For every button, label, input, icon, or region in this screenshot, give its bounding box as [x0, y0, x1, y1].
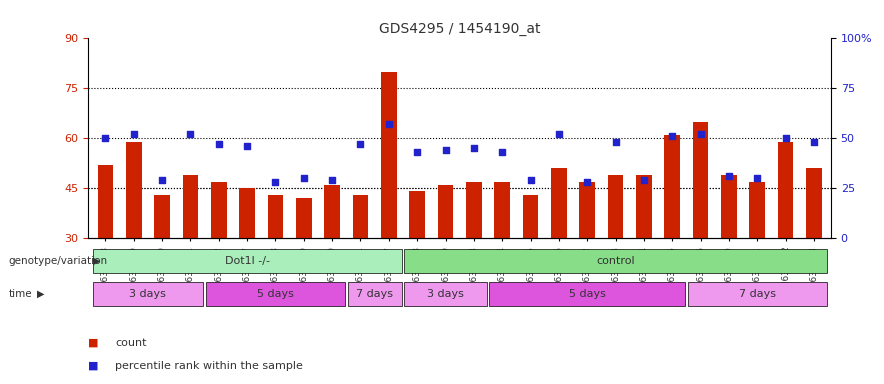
- Text: ■: ■: [88, 361, 99, 371]
- Point: [410, 149, 424, 155]
- Bar: [494, 182, 510, 238]
- Bar: [721, 175, 736, 238]
- Bar: [324, 185, 340, 238]
- Point: [779, 135, 793, 141]
- Point: [523, 177, 537, 183]
- Bar: [806, 168, 822, 238]
- Bar: [438, 185, 453, 238]
- Bar: [126, 142, 141, 238]
- Text: genotype/variation: genotype/variation: [9, 256, 108, 266]
- Point: [636, 177, 651, 183]
- FancyBboxPatch shape: [688, 282, 827, 306]
- Point: [751, 175, 765, 181]
- Point: [694, 131, 708, 137]
- Text: ■: ■: [88, 338, 99, 348]
- Text: 5 days: 5 days: [568, 289, 606, 299]
- Point: [580, 179, 594, 185]
- Point: [155, 177, 169, 183]
- Bar: [183, 175, 198, 238]
- Text: Dot1l -/-: Dot1l -/-: [225, 256, 270, 266]
- Bar: [636, 175, 652, 238]
- FancyBboxPatch shape: [93, 282, 203, 306]
- Bar: [522, 195, 538, 238]
- Bar: [665, 135, 680, 238]
- Bar: [240, 188, 255, 238]
- FancyBboxPatch shape: [347, 282, 401, 306]
- Text: 3 days: 3 days: [427, 289, 464, 299]
- Title: GDS4295 / 1454190_at: GDS4295 / 1454190_at: [379, 22, 540, 36]
- Point: [98, 135, 112, 141]
- Point: [495, 149, 509, 155]
- Bar: [466, 182, 482, 238]
- Bar: [750, 182, 765, 238]
- Bar: [551, 168, 567, 238]
- Bar: [409, 192, 425, 238]
- Bar: [211, 182, 226, 238]
- Bar: [97, 165, 113, 238]
- Point: [240, 143, 255, 149]
- Bar: [579, 182, 595, 238]
- Bar: [608, 175, 623, 238]
- Text: control: control: [596, 256, 635, 266]
- Point: [807, 139, 821, 145]
- Point: [297, 175, 311, 181]
- Bar: [296, 198, 311, 238]
- FancyBboxPatch shape: [206, 282, 345, 306]
- FancyBboxPatch shape: [93, 249, 401, 273]
- Bar: [693, 122, 708, 238]
- Bar: [155, 195, 170, 238]
- Text: 7 days: 7 days: [739, 289, 776, 299]
- Point: [354, 141, 368, 147]
- Text: 7 days: 7 days: [356, 289, 393, 299]
- Point: [438, 147, 453, 153]
- Point: [665, 133, 679, 139]
- Text: ▶: ▶: [37, 289, 44, 299]
- Bar: [778, 142, 794, 238]
- Text: percentile rank within the sample: percentile rank within the sample: [115, 361, 303, 371]
- Point: [183, 131, 197, 137]
- Bar: [353, 195, 369, 238]
- Point: [608, 139, 622, 145]
- Point: [552, 131, 566, 137]
- Point: [325, 177, 339, 183]
- Text: count: count: [115, 338, 147, 348]
- Text: ▶: ▶: [93, 256, 100, 266]
- Point: [126, 131, 141, 137]
- Point: [211, 141, 225, 147]
- FancyBboxPatch shape: [404, 282, 486, 306]
- Text: 5 days: 5 days: [257, 289, 293, 299]
- Point: [269, 179, 283, 185]
- Point: [722, 173, 736, 179]
- Bar: [268, 195, 283, 238]
- Point: [467, 145, 481, 151]
- Text: 3 days: 3 days: [129, 289, 166, 299]
- FancyBboxPatch shape: [490, 282, 685, 306]
- Bar: [381, 72, 397, 238]
- Point: [382, 121, 396, 127]
- FancyBboxPatch shape: [404, 249, 827, 273]
- Text: time: time: [9, 289, 33, 299]
